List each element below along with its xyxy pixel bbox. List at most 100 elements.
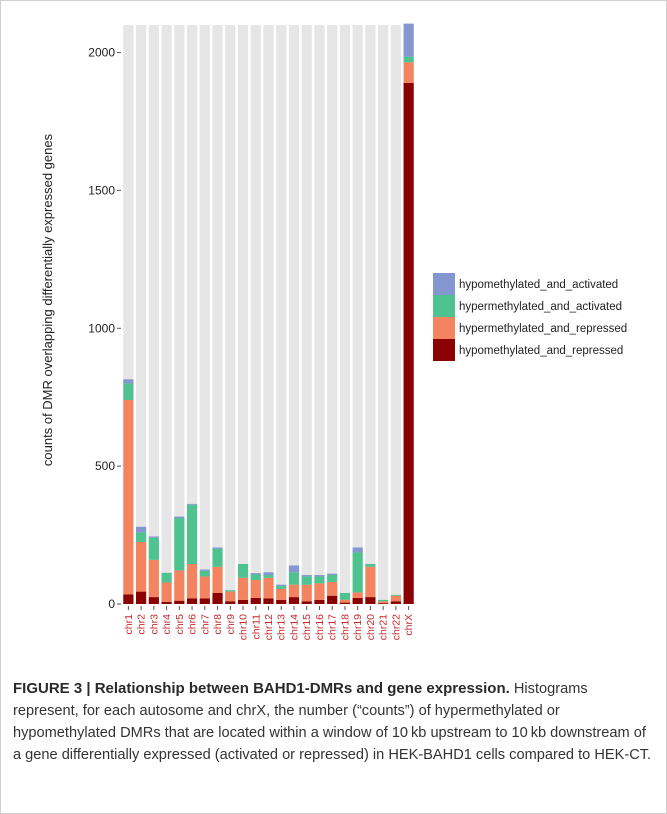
column-background <box>186 25 198 604</box>
bar-segment <box>352 592 363 598</box>
bar-segment <box>199 598 210 604</box>
bar-segment <box>136 532 147 542</box>
x-tick-label: chr7 <box>199 614 211 635</box>
y-tick-label: 1000 <box>88 321 115 335</box>
y-axis-label: counts of DMR overlapping differentially… <box>40 133 55 466</box>
legend-swatch <box>433 295 455 317</box>
bar-segment <box>403 23 414 57</box>
bar-segment <box>148 597 159 604</box>
bar-segment <box>288 565 300 573</box>
bar-segment <box>263 577 274 599</box>
legend-label: hypomethylated_and_activated <box>459 279 618 291</box>
legend-label: hypomethylated_and_repressed <box>459 345 623 357</box>
bar-segment <box>365 564 376 567</box>
bar-segment <box>314 583 325 600</box>
x-tick-label: chr19 <box>352 614 364 640</box>
bar-segment <box>237 564 249 578</box>
bar-segment <box>186 504 198 565</box>
bar-segment <box>250 580 261 598</box>
bar-segment <box>352 552 363 593</box>
column-background <box>148 25 159 604</box>
column-backgrounds <box>123 25 414 604</box>
bar-segment <box>199 576 210 599</box>
x-tick-label: chr21 <box>378 614 390 640</box>
legend-swatch <box>433 317 455 339</box>
bar-segment <box>250 573 261 575</box>
y-tick-label: 500 <box>95 459 115 473</box>
bar-segment <box>148 537 159 560</box>
legend-label: hypermethylated_and_activated <box>459 301 622 313</box>
bar-segment <box>148 536 159 538</box>
column-background <box>123 25 134 604</box>
bar-segment <box>276 599 287 604</box>
x-tick-label: chr1 <box>123 614 135 635</box>
bar-segment <box>390 594 401 596</box>
column-background <box>365 25 376 604</box>
x-tick-label: chr4 <box>161 614 173 635</box>
bar-segment <box>225 601 236 604</box>
bar-segment <box>327 573 338 576</box>
bar-segment <box>327 581 338 596</box>
bar-segment <box>378 599 389 602</box>
bar-segment <box>161 582 172 602</box>
legend: hypomethylated_and_activated hypermethyla… <box>433 273 627 361</box>
bar-segment <box>237 577 249 600</box>
legend-label: hypermethylated_and_repressed <box>459 323 627 335</box>
y-tick-label: 0 <box>108 597 115 611</box>
bar-segment <box>199 570 210 577</box>
bar-segment <box>199 569 210 571</box>
column-background <box>327 25 338 604</box>
column-background <box>314 25 325 604</box>
bar-segment <box>365 566 376 598</box>
bar-segment <box>161 601 172 604</box>
bar-segment <box>365 597 376 604</box>
column-background <box>199 25 210 604</box>
bar-segment <box>212 592 223 604</box>
bar-segment <box>186 598 198 604</box>
x-axis: chr1 chr2 chr3 chr4 chr5 chr6 chr7 chr8 chr9 chr1… <box>123 606 415 640</box>
column-background <box>174 25 185 604</box>
x-tick-label: chr16 <box>314 614 326 640</box>
bar-segment <box>314 576 325 584</box>
bar-segment <box>123 399 134 595</box>
column-background <box>276 25 287 604</box>
bar-segment <box>288 572 300 585</box>
legend-swatch <box>433 273 455 295</box>
x-tick-label: chr10 <box>238 614 250 640</box>
column-background <box>212 25 223 604</box>
bar-segment <box>212 547 223 549</box>
bar-segment <box>327 575 338 582</box>
x-tick-label: chr15 <box>301 614 313 640</box>
x-tick-label: chr11 <box>250 614 262 640</box>
x-tick-label: chr18 <box>339 614 351 640</box>
bar-segment <box>276 584 287 587</box>
bar-segment <box>314 575 325 577</box>
bar-segment <box>339 602 351 604</box>
bar-segment <box>237 599 249 604</box>
x-tick-label: chr20 <box>365 614 377 640</box>
column-background <box>288 25 300 604</box>
column-background <box>263 25 274 604</box>
bar-segment <box>378 601 389 604</box>
bar-segment <box>276 586 287 589</box>
bar-segment <box>403 56 414 63</box>
x-tick-label: chr3 <box>148 614 160 635</box>
bar-segment <box>352 547 363 553</box>
bar-segment <box>148 559 159 598</box>
x-tick-label: chr5 <box>174 614 186 635</box>
caption-body: Histograms represent, for each autosome … <box>13 681 652 763</box>
x-tick-label: chr2 <box>136 614 148 635</box>
bar-segment <box>123 379 134 384</box>
bar-segment <box>339 599 351 603</box>
bar-segment <box>174 516 185 518</box>
x-tick-label: chr9 <box>225 614 237 635</box>
bar-segment <box>250 574 261 581</box>
column-background <box>225 25 236 604</box>
bar-segment <box>161 572 172 583</box>
bar-segment <box>136 526 147 533</box>
bar-segment <box>123 594 134 604</box>
bar-segment <box>225 591 236 602</box>
bar-segment <box>390 601 401 604</box>
y-axis: 0 500 1000 1500 2000 <box>88 46 121 611</box>
